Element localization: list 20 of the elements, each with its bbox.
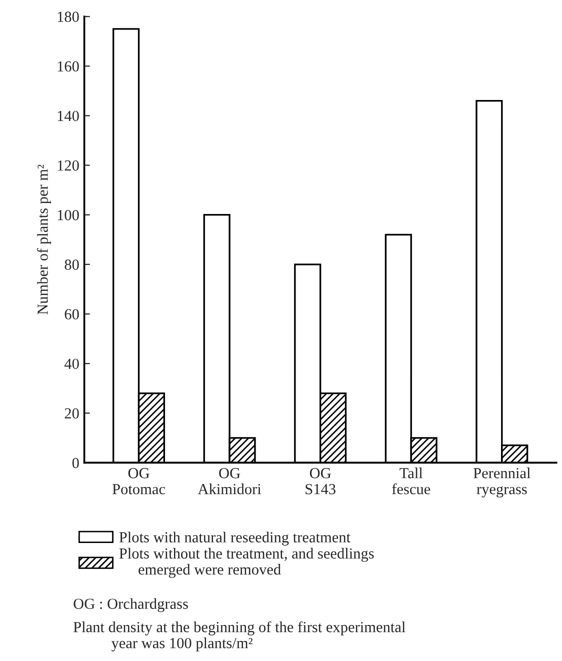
- y-tick-label: 40: [64, 358, 79, 369]
- text: OG : Orchardgrass: [74, 598, 188, 612]
- x-tick-label: OG Potomac: [112, 468, 166, 494]
- y-tick-label: 60: [64, 309, 79, 320]
- x-tick-label: Tall fescue: [392, 468, 430, 494]
- y-tick-label: 100: [58, 210, 79, 220]
- y-tick-label: 120: [58, 160, 79, 171]
- legend-label: Plots without the treatment, and seedlings emerged were removed: [119, 548, 374, 578]
- y-tick-label: 140: [58, 110, 79, 122]
- y-tick-label: 160: [58, 61, 79, 72]
- text: Plant density at the beginning of the first experimental year was 100 plants/m²: [74, 621, 406, 652]
- legend-label: Plots with natural reseeding treatment: [119, 532, 350, 546]
- x-tick-label: OG S143: [306, 468, 336, 494]
- y-tick-label: 20: [64, 408, 79, 419]
- y-tick-label: 180: [58, 12, 79, 22]
- y-axis-title: Number of plants per m²: [36, 164, 51, 314]
- y-tick-label: 0: [72, 458, 79, 468]
- y-tick-label: 80: [64, 260, 79, 270]
- x-tick-label: OG Akimidori: [198, 468, 262, 494]
- x-tick-label: Perennial ryegrass: [474, 468, 530, 498]
